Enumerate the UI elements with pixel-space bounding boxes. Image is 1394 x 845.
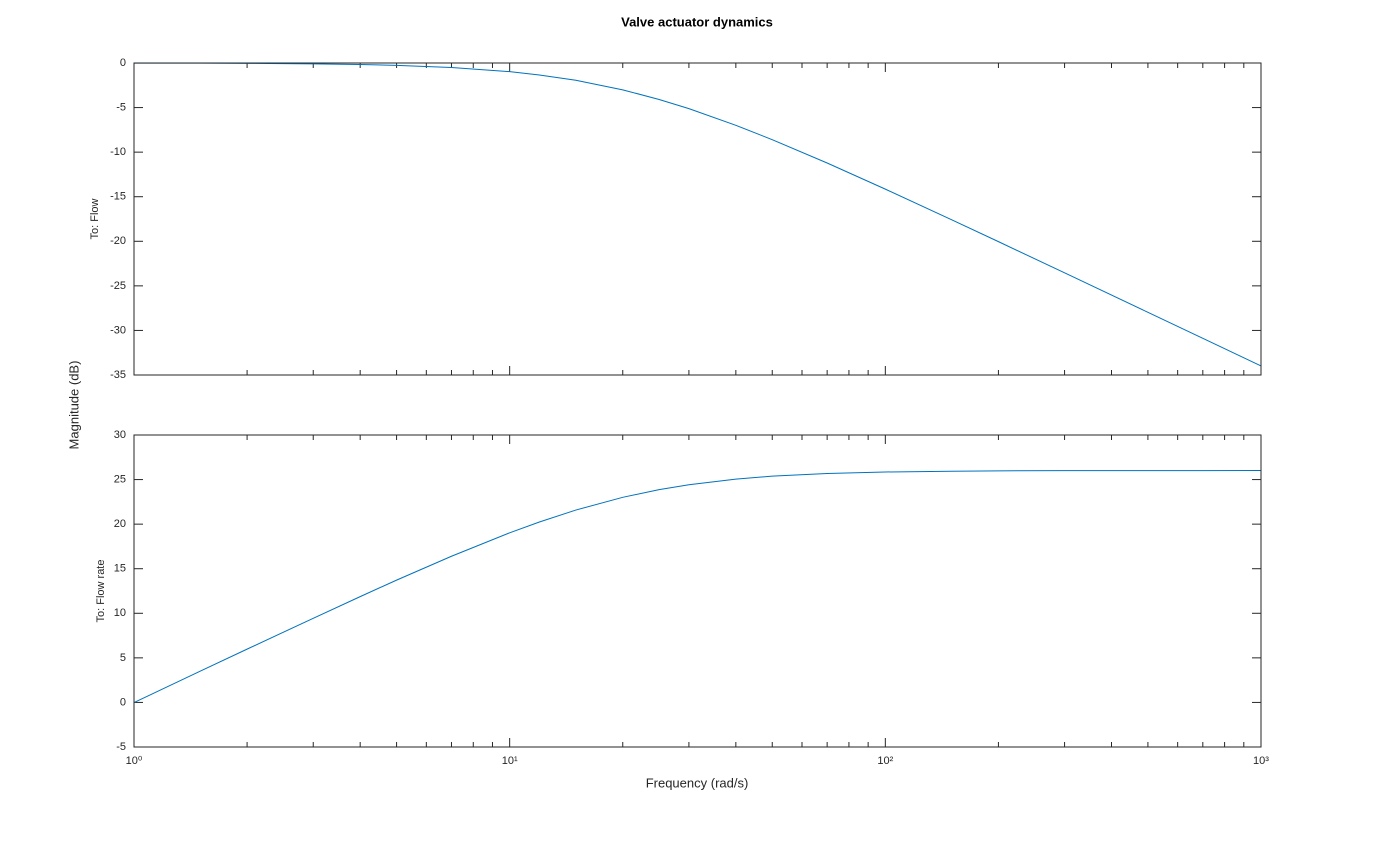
plot-area bbox=[134, 63, 1261, 375]
chart-title: Valve actuator dynamics bbox=[621, 14, 773, 29]
x-tick-label: 10⁰ bbox=[126, 755, 143, 767]
panel-label: To: Flow bbox=[89, 198, 101, 239]
x-axis-label: Frequency (rad/s) bbox=[646, 775, 749, 790]
y-tick-label: 20 bbox=[114, 518, 126, 530]
y-axis-label: Magnitude (dB) bbox=[66, 361, 81, 450]
y-tick-label: 0 bbox=[120, 57, 126, 69]
y-tick-label: 15 bbox=[114, 563, 126, 575]
y-tick-label: -30 bbox=[110, 324, 126, 336]
y-tick-label: -35 bbox=[110, 369, 126, 381]
x-tick-label: 10³ bbox=[1253, 755, 1269, 767]
y-tick-label: 0 bbox=[120, 696, 126, 708]
panel-label: To: Flow rate bbox=[95, 560, 107, 623]
y-tick-label: 25 bbox=[114, 473, 126, 485]
data-line bbox=[133, 469, 1262, 703]
y-tick-label: -25 bbox=[110, 280, 126, 292]
axes-box bbox=[133, 62, 1262, 376]
data-line bbox=[133, 62, 1262, 367]
y-tick-label: -15 bbox=[110, 191, 126, 203]
y-tick-label: -10 bbox=[110, 146, 126, 158]
plot-area bbox=[134, 435, 1261, 747]
y-tick-label: 5 bbox=[120, 652, 126, 664]
y-tick-label: -20 bbox=[110, 235, 126, 247]
y-tick-label: 30 bbox=[114, 429, 126, 441]
axes-box bbox=[133, 434, 1262, 748]
y-tick-label: -5 bbox=[116, 741, 126, 753]
x-tick-label: 10¹ bbox=[502, 755, 518, 767]
y-tick-label: 10 bbox=[114, 607, 126, 619]
y-tick-label: -5 bbox=[116, 101, 126, 113]
x-tick-label: 10² bbox=[877, 755, 893, 767]
